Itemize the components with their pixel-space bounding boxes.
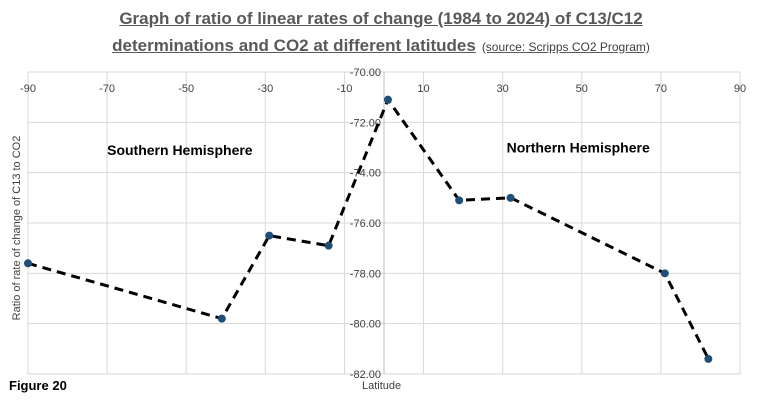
y-tick-label: -78.00 — [350, 268, 381, 280]
x-tick-label: -90 — [20, 83, 36, 95]
data-series — [24, 95, 713, 363]
data-point — [660, 269, 669, 278]
hemisphere-label: Southern Hemisphere — [107, 142, 253, 158]
y-tick-label: -80.00 — [350, 319, 381, 331]
x-tick-label: 30 — [497, 83, 509, 95]
figure-label: Figure 20 — [9, 378, 67, 393]
x-tick-label: -70 — [99, 83, 115, 95]
y-tick-label: -70.00 — [350, 67, 381, 79]
data-point — [704, 354, 713, 363]
annotations: Southern Hemisphere Northern Hemisphere — [107, 140, 650, 159]
x-tick-label: -30 — [257, 83, 273, 95]
data-point — [383, 95, 392, 104]
data-point — [265, 231, 274, 240]
x-tick-label: 10 — [417, 83, 429, 95]
y-tick-label: -72.00 — [350, 117, 381, 129]
data-point — [455, 196, 464, 205]
data-point — [217, 314, 226, 323]
x-tick-label: 70 — [655, 83, 667, 95]
chart-title-line-2: determinations and CO2 at different lati… — [0, 36, 762, 56]
source-note: (source: Scripps CO2 Program) — [481, 40, 650, 54]
hemisphere-label: Northern Hemisphere — [507, 140, 650, 156]
x-axis-title: Latitude — [362, 380, 401, 392]
y-tick-label: -74.00 — [350, 168, 381, 180]
chart-title-line-1: Graph of ratio of linear rates of change… — [119, 9, 643, 28]
y-tick-label: -82.00 — [350, 369, 381, 381]
x-tick-label: -10 — [336, 83, 352, 95]
y-axis-title: Ratio of rate of change of C13 to CO2 — [11, 136, 23, 321]
chart-title-line-2-text: determinations and CO2 at different lati… — [112, 36, 476, 55]
data-point — [506, 193, 515, 202]
x-tick-label: 90 — [734, 83, 746, 95]
y-tick-label: -76.00 — [350, 218, 381, 230]
x-tick-label: 50 — [576, 83, 588, 95]
data-point — [324, 241, 333, 250]
data-point — [24, 259, 32, 268]
x-tick-label: -50 — [178, 83, 194, 95]
